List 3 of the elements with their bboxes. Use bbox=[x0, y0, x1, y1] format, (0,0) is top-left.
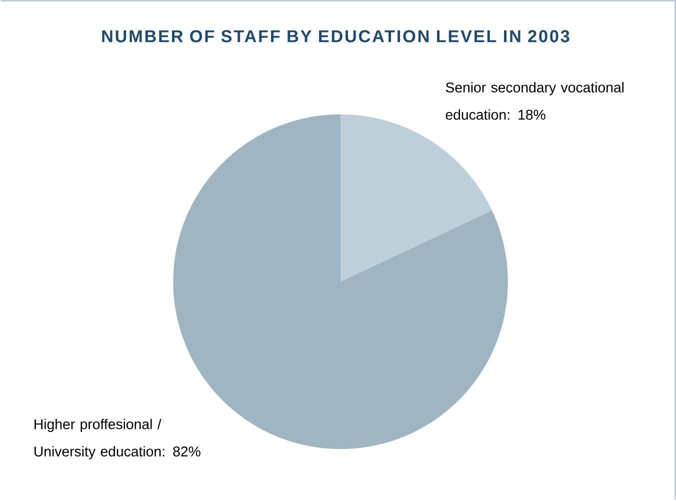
chart-title: NUMBER OF STAFF BY EDUCATION LEVEL IN 2003 bbox=[102, 30, 570, 43]
slice-label: Senior secondary vocational education: 18% bbox=[446, 82, 624, 120]
slice-label: Higher proffesional / University education: 82% bbox=[34, 419, 200, 460]
